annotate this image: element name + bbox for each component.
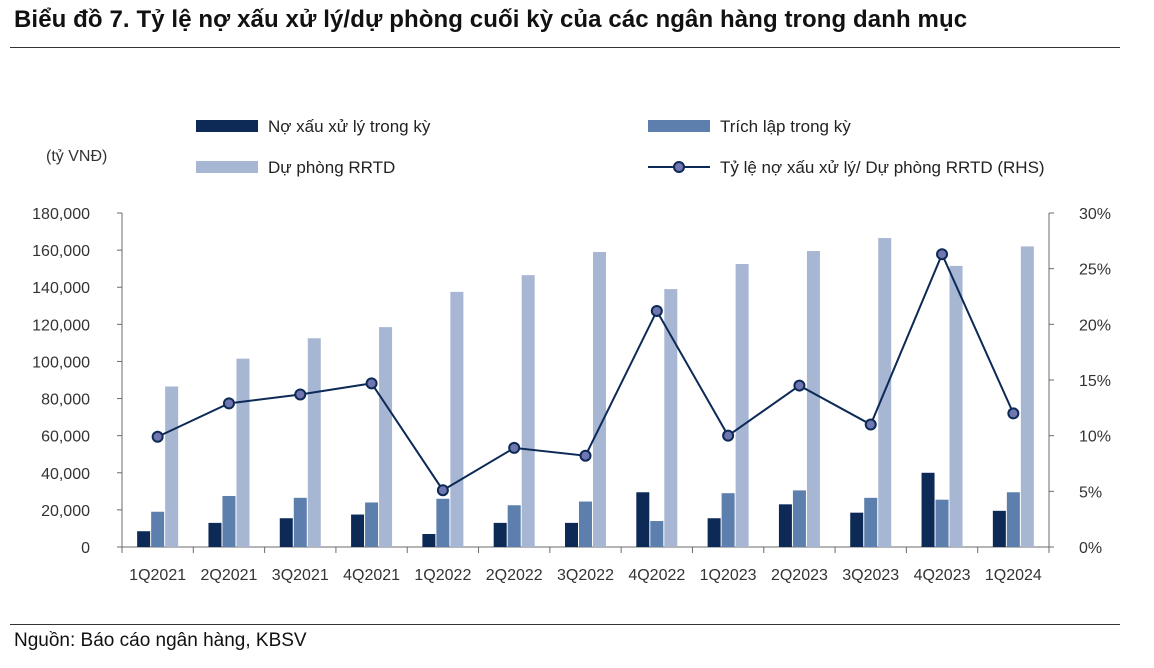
bar-provision-charge	[721, 493, 735, 547]
x-tick-label: 1Q2022	[414, 567, 471, 584]
bar-provision-charge	[436, 498, 450, 547]
legend-provision-charge-label: Trích lập trong kỳ	[720, 117, 851, 136]
legend-bad-debt-label: Nợ xấu xử lý trong kỳ	[268, 117, 431, 136]
bar-credit-reserve	[806, 251, 820, 548]
y-left-tick-label: 80,000	[41, 392, 90, 409]
bar-bad-debt	[992, 510, 1006, 547]
y-right-tick-label: 15%	[1079, 373, 1111, 390]
bar-credit-reserve	[521, 275, 535, 547]
ratio-point	[1007, 407, 1020, 420]
y-left-tick-label: 100,000	[32, 354, 90, 371]
y-left-tick-label: 40,000	[41, 466, 90, 483]
bar-provision-charge	[935, 499, 949, 547]
x-tick-label: 2Q2023	[771, 567, 828, 584]
bar-provision-charge	[650, 521, 664, 547]
legend-ratio-label: Tỷ lệ nợ xấu xử lý/ Dự phòng RRTD (RHS)	[720, 158, 1045, 177]
bar-provision-charge	[293, 497, 307, 547]
bar-bad-debt	[921, 472, 935, 547]
bar-credit-reserve	[593, 251, 606, 547]
x-tick-label: 2Q2022	[486, 567, 543, 584]
y-left-tick-label: 180,000	[32, 206, 90, 223]
y-right-tick-label: 30%	[1079, 206, 1111, 223]
bar-credit-reserve	[450, 291, 464, 547]
ratio-point	[864, 418, 877, 431]
bar-provision-charge	[579, 501, 592, 547]
source-divider	[10, 624, 1120, 625]
bar-credit-reserve	[236, 358, 250, 547]
x-tick-label: 1Q2023	[700, 567, 757, 584]
y-right-tick-label: 5%	[1079, 484, 1102, 501]
x-tick-label: 4Q2021	[343, 567, 400, 584]
bar-provision-charge	[507, 505, 521, 547]
bar-bad-debt	[493, 522, 507, 547]
x-tick-label: 1Q2021	[129, 567, 186, 584]
ratio-point	[508, 441, 521, 454]
bar-credit-reserve	[307, 338, 321, 547]
y-right-tick-label: 0%	[1079, 540, 1102, 557]
bar-provision-charge	[222, 495, 236, 547]
legend-credit-reserve-label: Dự phòng RRTD	[268, 158, 395, 177]
x-tick-label: 3Q2022	[557, 567, 614, 584]
x-tick-label: 3Q2023	[842, 567, 899, 584]
y-right-tick-label: 20%	[1079, 317, 1111, 334]
bar-bad-debt	[707, 518, 721, 547]
y-left-tick-label: 0	[81, 540, 90, 557]
bar-bad-debt	[137, 531, 151, 547]
x-tick-label: 3Q2021	[272, 567, 329, 584]
ratio-point	[722, 429, 735, 442]
y-left-axis-label: (tỷ VNĐ)	[46, 148, 107, 165]
ratio-point	[936, 248, 949, 261]
y-left-tick-label: 140,000	[32, 280, 90, 297]
bar-provision-charge	[1006, 492, 1020, 547]
ratio-point	[222, 397, 235, 410]
bar-provision-charge	[792, 490, 806, 547]
source-note: Nguồn: Báo cáo ngân hàng, KBSV	[14, 630, 307, 651]
legend-bad-debt-swatch	[196, 120, 258, 132]
y-left-tick-label: 20,000	[41, 503, 90, 520]
y-right-tick-label: 25%	[1079, 262, 1111, 279]
y-left-tick-label: 120,000	[32, 317, 90, 334]
bar-bad-debt	[636, 492, 650, 547]
bar-bad-debt	[422, 534, 436, 547]
bar-bad-debt	[565, 522, 578, 547]
bar-credit-reserve	[664, 289, 678, 547]
chart-title: Biểu đồ 7. Tỷ lệ nợ xấu xử lý/dự phòng c…	[14, 6, 968, 33]
ratio-point	[294, 388, 307, 401]
bar-provision-charge	[365, 502, 379, 547]
bar-bad-debt	[208, 522, 222, 547]
ratio-point	[151, 430, 164, 443]
y-right-tick-label: 10%	[1079, 429, 1111, 446]
ratio-point	[579, 449, 592, 462]
title-divider	[10, 47, 1120, 48]
bar-credit-reserve	[379, 327, 393, 547]
x-tick-label: 4Q2022	[628, 567, 685, 584]
bar-credit-reserve	[165, 386, 179, 547]
ratio-point	[650, 304, 663, 317]
legend-provision-charge-swatch	[648, 120, 710, 132]
x-tick-label: 2Q2021	[200, 567, 257, 584]
bar-credit-reserve	[949, 265, 963, 547]
x-tick-label: 4Q2023	[914, 567, 971, 584]
y-left-tick-label: 60,000	[41, 429, 90, 446]
ratio-point	[793, 379, 806, 392]
bar-bad-debt	[279, 518, 293, 547]
ratio-point	[436, 484, 449, 497]
bar-bad-debt	[351, 514, 365, 547]
legend-credit-reserve-swatch	[196, 161, 258, 173]
bar-provision-charge	[864, 497, 878, 547]
bar-bad-debt	[850, 512, 864, 547]
bar-credit-reserve	[1020, 246, 1034, 547]
x-tick-label: 1Q2024	[985, 567, 1042, 584]
y-left-tick-label: 160,000	[32, 243, 90, 260]
legend-ratio-marker	[673, 161, 685, 173]
ratio-point	[365, 377, 378, 390]
bar-credit-reserve	[735, 264, 749, 547]
bar-provision-charge	[151, 511, 165, 547]
bar-bad-debt	[778, 504, 792, 547]
